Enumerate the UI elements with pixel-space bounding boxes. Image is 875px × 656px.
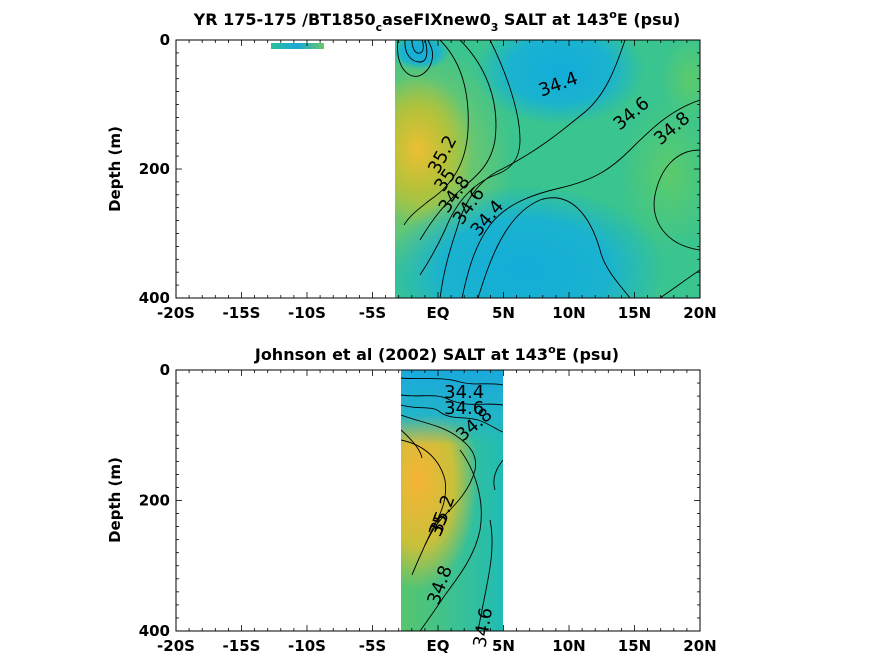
x-tick-label: 10N: [552, 637, 585, 655]
contour-label: 34.6: [444, 398, 484, 419]
y-tick-label: 200: [139, 160, 170, 178]
heatmap-strip: [271, 43, 324, 49]
x-tick-label: 20N: [683, 637, 716, 655]
contour-label: 34.4: [444, 382, 484, 403]
x-tick-label: -15S: [223, 637, 261, 655]
heatmap-field: [401, 370, 503, 631]
y-tick-label: 400: [139, 622, 170, 640]
x-tick-label: -20S: [157, 637, 195, 655]
x-tick-label: 5N: [492, 637, 515, 655]
x-tick-label: 15N: [618, 304, 651, 322]
x-tick-label: EQ: [427, 637, 450, 655]
x-tick-label: EQ: [427, 304, 450, 322]
x-tick-label: 20N: [683, 304, 716, 322]
x-tick-label: -15S: [223, 304, 261, 322]
y-axis-label: Depth (m): [106, 457, 124, 543]
heatmap-field: [395, 40, 700, 298]
chart-title: Johnson et al (2002) SALT at 143oE (psu): [254, 343, 619, 364]
x-tick-label: -10S: [288, 304, 326, 322]
chart-title: YR 175-175 /BT1850caseFIXnew03 SALT at 1…: [193, 8, 681, 34]
y-tick-label: 400: [139, 289, 170, 307]
y-axis-label: Depth (m): [106, 126, 124, 212]
axis-ticks: -20S -15S -10S -5S EQ 5N 10N 15N 20N 0 200 400: [139, 361, 717, 655]
y-tick-label: 200: [139, 492, 170, 510]
x-tick-label: 10N: [552, 304, 585, 322]
x-tick-label: 15N: [618, 637, 651, 655]
x-tick-label: -5S: [359, 637, 386, 655]
x-tick-label: -20S: [157, 304, 195, 322]
y-tick-label: 0: [160, 361, 170, 379]
contour-lines: [397, 40, 700, 298]
x-tick-label: 5N: [492, 304, 515, 322]
contour-lines: [401, 377, 503, 631]
y-tick-label: 0: [160, 31, 170, 49]
axis-ticks: -20S -15S -10S -5S EQ 5N 10N 15N 20N 0 200 400: [139, 31, 717, 322]
x-tick-label: -10S: [288, 637, 326, 655]
x-tick-label: -5S: [359, 304, 386, 322]
